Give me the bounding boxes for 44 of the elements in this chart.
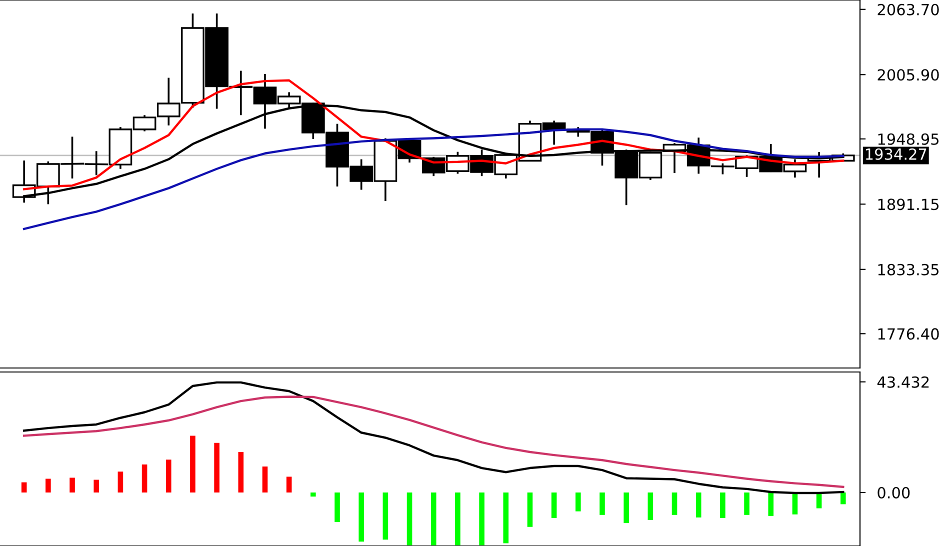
bar — [576, 492, 581, 512]
bar — [840, 492, 846, 504]
bar — [262, 466, 268, 492]
bar — [696, 492, 702, 518]
bar — [358, 492, 364, 542]
bar — [551, 492, 557, 518]
bar — [479, 492, 484, 546]
y-tick-label: 0.00 — [878, 486, 910, 499]
bar — [624, 492, 629, 524]
y-tick-label: 2005.90 — [878, 69, 939, 81]
bar — [70, 478, 75, 492]
bar — [214, 442, 220, 492]
bar — [406, 492, 412, 546]
y-tick-label: 1833.35 — [878, 264, 939, 276]
bar — [286, 476, 292, 492]
ref-line-label: 1934.27 — [866, 148, 926, 160]
bar — [744, 492, 750, 515]
bar — [768, 492, 774, 516]
bar — [720, 492, 726, 518]
bar — [600, 492, 605, 515]
bar — [166, 460, 172, 492]
bar — [190, 436, 196, 492]
y-tick-label: 43.432 — [877, 376, 929, 388]
bar — [648, 492, 654, 520]
y-tick-label: 1948.95 — [878, 133, 939, 145]
bar — [310, 492, 316, 497]
bar — [503, 492, 509, 544]
bar — [94, 480, 100, 492]
bar — [430, 492, 436, 546]
bar — [46, 478, 51, 492]
bar — [118, 472, 124, 492]
line-series — [22, 381, 844, 494]
y-tick-label: 1891.15 — [878, 198, 939, 210]
bar — [142, 464, 148, 492]
bar — [382, 492, 388, 540]
line-series — [22, 396, 844, 488]
bar — [672, 492, 678, 515]
y-tick-label: 2063.70 — [878, 4, 939, 16]
bar — [527, 492, 533, 527]
y-tick-label: 1776.40 — [878, 328, 939, 340]
bar — [21, 482, 27, 492]
bar — [334, 492, 340, 522]
bar — [238, 452, 244, 492]
bar — [455, 492, 460, 546]
